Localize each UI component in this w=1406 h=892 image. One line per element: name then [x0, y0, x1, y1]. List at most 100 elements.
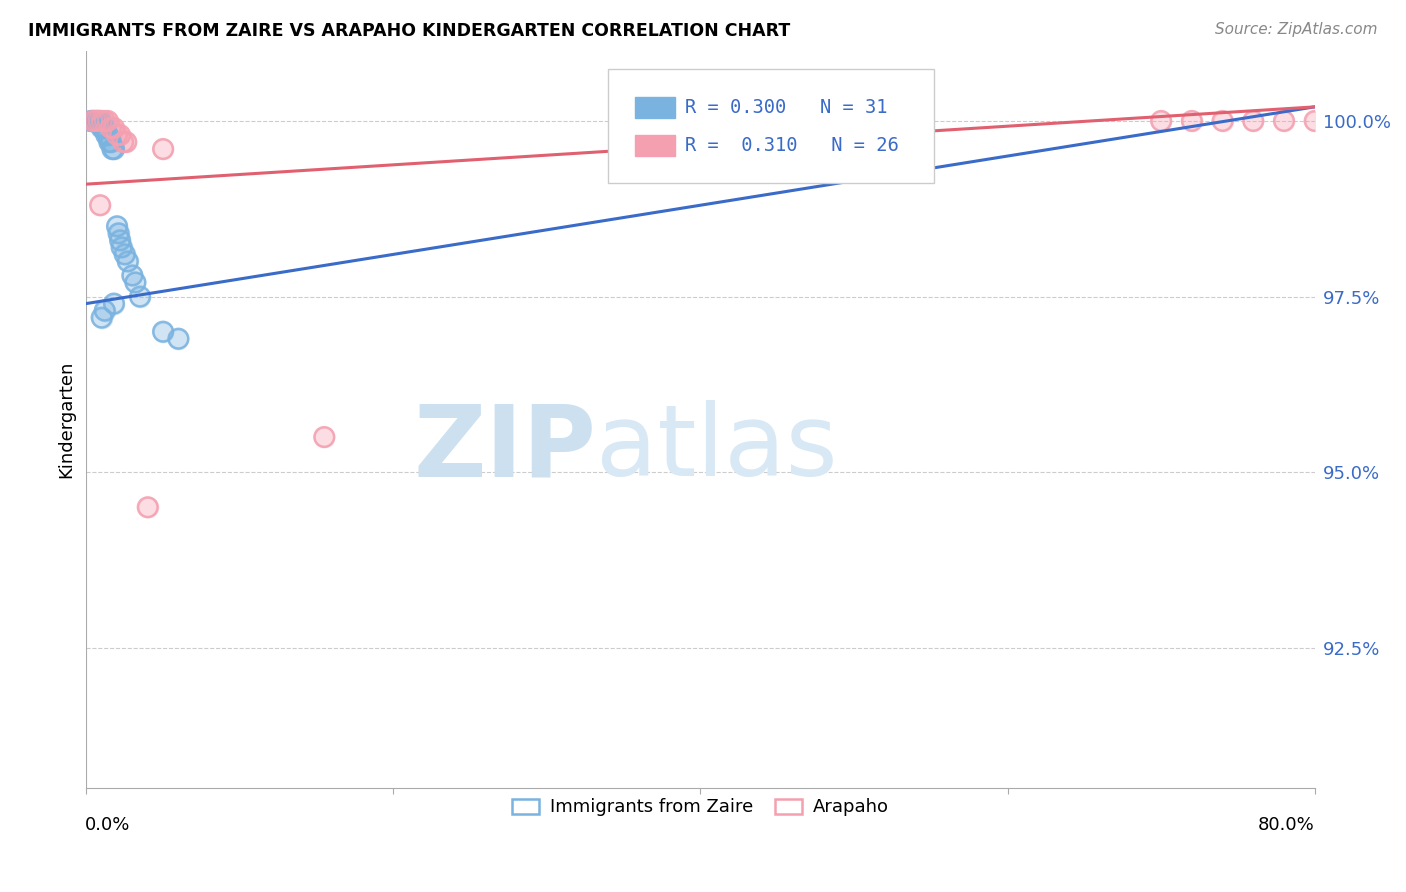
- Point: [82, 114, 104, 128]
- Point: [105, 128, 128, 142]
- Point: [87, 114, 110, 128]
- Point: [152, 142, 174, 156]
- Point: [93, 303, 115, 318]
- Point: [121, 268, 143, 283]
- Point: [97, 114, 120, 128]
- Point: [89, 114, 111, 128]
- Point: [108, 128, 131, 142]
- Point: [93, 120, 115, 135]
- Point: [103, 296, 125, 310]
- Point: [103, 120, 125, 135]
- Point: [1150, 114, 1173, 128]
- Point: [129, 289, 152, 303]
- Point: [1365, 114, 1388, 128]
- Point: [136, 500, 159, 515]
- Point: [96, 128, 118, 142]
- Point: [83, 114, 105, 128]
- Point: [1212, 114, 1234, 128]
- Point: [97, 128, 120, 142]
- Point: [124, 276, 146, 290]
- Text: 0.0%: 0.0%: [84, 816, 131, 834]
- Point: [89, 114, 111, 128]
- Point: [1303, 114, 1326, 128]
- Point: [91, 120, 114, 135]
- Point: [86, 114, 108, 128]
- FancyBboxPatch shape: [609, 69, 934, 184]
- Point: [110, 240, 132, 254]
- Point: [100, 135, 122, 149]
- Text: R =  0.310   N = 26: R = 0.310 N = 26: [685, 136, 898, 155]
- Point: [97, 128, 120, 142]
- Point: [1272, 114, 1295, 128]
- Point: [121, 268, 143, 283]
- Point: [90, 114, 112, 128]
- Point: [93, 120, 115, 135]
- Legend: Immigrants from Zaire, Arapaho: Immigrants from Zaire, Arapaho: [505, 791, 896, 823]
- Point: [87, 114, 110, 128]
- Point: [84, 114, 107, 128]
- Point: [314, 430, 336, 444]
- Point: [86, 114, 108, 128]
- Point: [152, 325, 174, 339]
- Point: [1150, 114, 1173, 128]
- Point: [112, 135, 135, 149]
- Point: [129, 289, 152, 303]
- Point: [1396, 114, 1406, 128]
- FancyBboxPatch shape: [636, 136, 675, 156]
- Point: [90, 120, 112, 135]
- Point: [1334, 114, 1357, 128]
- Point: [108, 128, 131, 142]
- Point: [87, 114, 110, 128]
- Point: [107, 227, 129, 241]
- Point: [167, 332, 190, 346]
- Point: [87, 114, 110, 128]
- Point: [1212, 114, 1234, 128]
- Point: [103, 296, 125, 310]
- Point: [136, 500, 159, 515]
- Point: [1303, 114, 1326, 128]
- Point: [112, 135, 135, 149]
- Point: [84, 114, 107, 128]
- Point: [82, 114, 104, 128]
- Point: [1334, 114, 1357, 128]
- Point: [90, 114, 112, 128]
- Point: [105, 128, 128, 142]
- Point: [98, 135, 121, 149]
- Point: [82, 114, 104, 128]
- Point: [114, 247, 136, 261]
- Point: [108, 233, 131, 247]
- FancyBboxPatch shape: [636, 97, 675, 118]
- Point: [90, 310, 112, 325]
- Point: [1396, 114, 1406, 128]
- Point: [93, 114, 115, 128]
- Text: atlas: atlas: [596, 401, 838, 498]
- Point: [103, 142, 125, 156]
- Point: [91, 120, 114, 135]
- Point: [84, 114, 107, 128]
- Point: [107, 227, 129, 241]
- Point: [103, 142, 125, 156]
- Text: R = 0.300   N = 31: R = 0.300 N = 31: [685, 98, 887, 117]
- Point: [93, 114, 115, 128]
- Point: [1181, 114, 1204, 128]
- Point: [117, 254, 139, 268]
- Text: 80.0%: 80.0%: [1258, 816, 1315, 834]
- Point: [167, 332, 190, 346]
- Text: IMMIGRANTS FROM ZAIRE VS ARAPAHO KINDERGARTEN CORRELATION CHART: IMMIGRANTS FROM ZAIRE VS ARAPAHO KINDERG…: [28, 22, 790, 40]
- Point: [100, 120, 122, 135]
- Point: [101, 142, 124, 156]
- Point: [89, 198, 111, 212]
- Point: [105, 219, 128, 234]
- Point: [90, 120, 112, 135]
- Point: [1241, 114, 1264, 128]
- Point: [96, 128, 118, 142]
- Point: [152, 325, 174, 339]
- Point: [124, 276, 146, 290]
- Point: [666, 114, 689, 128]
- Point: [105, 219, 128, 234]
- Point: [1241, 114, 1264, 128]
- Point: [103, 120, 125, 135]
- Point: [314, 430, 336, 444]
- Point: [152, 142, 174, 156]
- Point: [98, 135, 121, 149]
